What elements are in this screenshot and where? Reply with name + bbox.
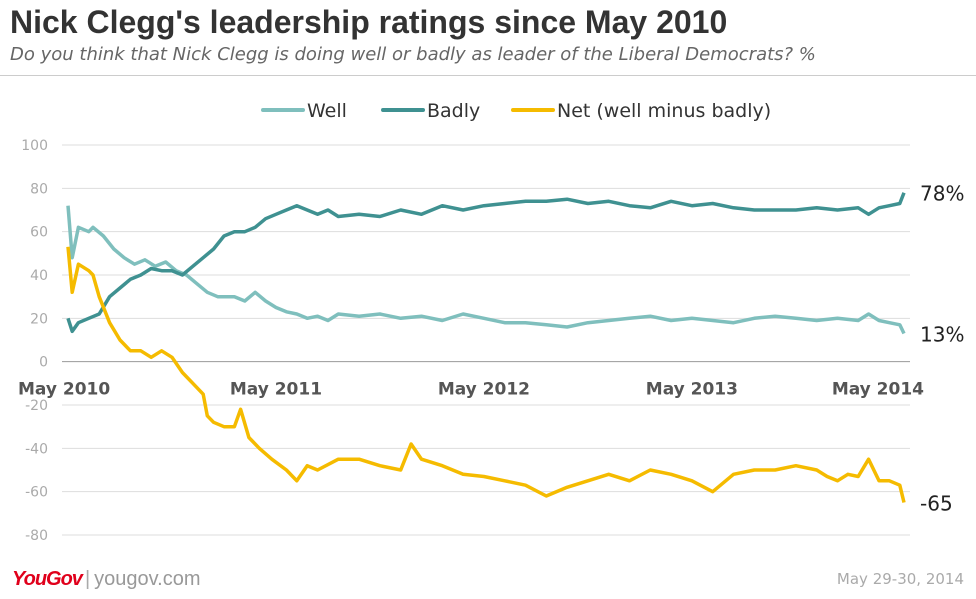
- y-tick-label: -60: [25, 485, 48, 501]
- chart-subtitle: Do you think that Nick Clegg is doing we…: [10, 44, 816, 65]
- y-tick-label: -20: [25, 398, 48, 414]
- x-tick-label: May 2012: [438, 380, 530, 400]
- title-divider: [0, 75, 976, 76]
- y-tick-label: 20: [30, 311, 48, 327]
- y-tick-label: -80: [25, 528, 48, 544]
- x-tick-label: May 2013: [646, 380, 738, 400]
- footer-branding: YouGov | yougov.com: [12, 568, 201, 590]
- y-tick-label: 0: [39, 355, 48, 371]
- site-link[interactable]: yougov.com: [94, 568, 201, 590]
- end-value-label: -65: [920, 492, 953, 516]
- chart-title: Nick Clegg's leadership ratings since Ma…: [10, 4, 728, 40]
- y-tick-label: 100: [21, 138, 48, 154]
- y-tick-label: 60: [30, 225, 48, 241]
- series-line: [66, 246, 906, 503]
- x-tick-label: May 2014: [832, 380, 924, 400]
- series-line: [66, 205, 906, 335]
- x-tick-label: May 2010: [18, 380, 110, 400]
- yougov-logo: YouGov: [12, 568, 83, 590]
- x-tick-label: May 2011: [230, 380, 322, 400]
- y-tick-label: 80: [30, 181, 48, 197]
- fieldwork-date: May 29-30, 2014: [836, 570, 964, 588]
- legend-label: Well: [307, 100, 347, 122]
- end-value-label: 13%: [920, 323, 964, 347]
- legend-label: Net (well minus badly): [557, 100, 771, 122]
- legend-label: Badly: [427, 100, 480, 122]
- y-tick-label: -40: [25, 441, 48, 457]
- y-tick-label: 40: [30, 268, 48, 284]
- end-value-label: 78%: [920, 182, 964, 206]
- series-line: [66, 192, 906, 334]
